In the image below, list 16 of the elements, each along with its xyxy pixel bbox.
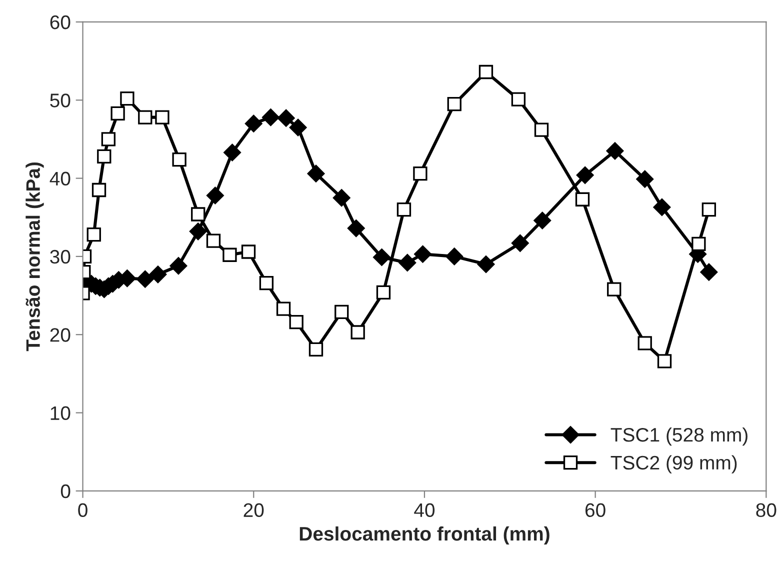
legend-label: TSC2 (99 mm): [610, 455, 737, 474]
y-tick-label: 0: [60, 484, 70, 498]
y-tick-label: 10: [50, 406, 70, 420]
legend-label: TSC1 (528 mm): [610, 427, 748, 446]
y-tick-label: 50: [50, 94, 70, 108]
x-axis-title: Deslocamento frontal (mm): [300, 526, 550, 545]
x-tick-label: 0: [78, 503, 88, 518]
x-tick-label: 60: [585, 503, 606, 518]
x-tick-label: 80: [756, 503, 776, 518]
x-tick-label: 20: [244, 503, 264, 518]
y-axis-title: Tensão normal (kPa): [26, 162, 44, 352]
y-tick-label: 20: [50, 328, 70, 342]
y-tick-label: 60: [50, 15, 70, 30]
y-tick-label: 30: [50, 250, 70, 264]
x-tick-label: 40: [414, 503, 435, 518]
y-tick-label: 40: [50, 172, 70, 186]
